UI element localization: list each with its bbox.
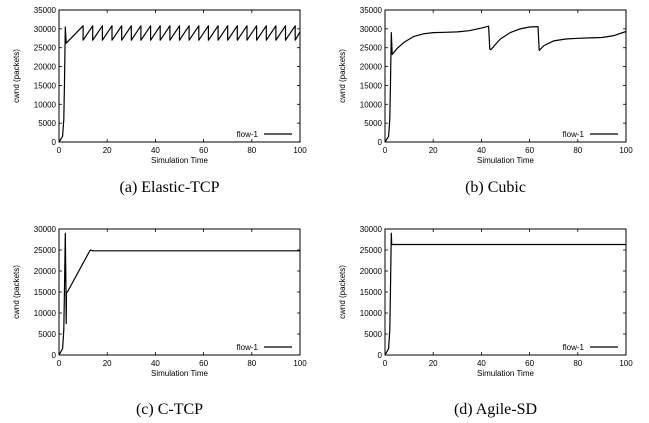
x-tick-label: 20: [429, 359, 438, 368]
x-axis-label: Simulation Time: [477, 369, 534, 378]
y-tick-label: 20000: [34, 63, 57, 72]
x-tick-label: 40: [151, 359, 160, 368]
x-axis-label: Simulation Time: [477, 156, 534, 165]
y-tick-label: 25000: [360, 44, 383, 53]
y-tick-label: 5000: [38, 330, 56, 339]
y-tick-label: 0: [52, 351, 57, 360]
x-axis-label: Simulation Time: [151, 369, 208, 378]
x-tick-label: 20: [103, 359, 112, 368]
plot-frame: [384, 9, 627, 143]
x-tick-label: 40: [477, 146, 486, 155]
x-tick-label: 60: [525, 146, 534, 155]
x-tick-label: 80: [573, 359, 582, 368]
chart-caption: (b) Cubic: [465, 179, 526, 196]
y-tick-label: 10000: [34, 100, 57, 109]
x-tick-label: 100: [293, 359, 307, 368]
y-tick-label: 30000: [360, 25, 383, 34]
x-tick-label: 0: [57, 359, 62, 368]
y-axis-label: cwnd (packets): [338, 49, 347, 103]
legend-label: flow-1: [237, 343, 259, 352]
y-tick-label: 10000: [360, 309, 383, 318]
y-tick-label: 15000: [360, 288, 383, 297]
chart-panel-2: 0 20 40 60 80 100 0 5000 10000 15000 20000 25000 300…: [338, 6, 633, 196]
y-tick-label: 15000: [360, 81, 383, 90]
x-tick-label: 20: [429, 146, 438, 155]
x-tick-label: 60: [199, 359, 208, 368]
y-tick-label: 30000: [34, 25, 57, 34]
y-tick-label: 30000: [360, 225, 383, 234]
y-tick-label: 30000: [34, 225, 57, 234]
chart-panel-3: 0 20 40 60 80 100 0 5000 10000 15000 20000 25000 300…: [12, 225, 307, 418]
plot-frame: [58, 9, 301, 143]
series-line-flow-1: [58, 232, 300, 356]
x-axis-label: Simulation Time: [151, 156, 208, 165]
y-tick-label: 20000: [360, 63, 383, 72]
y-axis-label: cwnd (packets): [338, 265, 347, 319]
chart-caption: (a) Elastic-TCP: [120, 179, 220, 196]
x-tick-label: 60: [199, 146, 208, 155]
x-tick-label: 60: [525, 359, 534, 368]
chart-caption: (d) Agile-SD: [454, 401, 537, 418]
y-tick-label: 20000: [360, 267, 383, 276]
y-tick-label: 15000: [34, 81, 57, 90]
chart-panel-1: 0 20 40 60 80 100 0 5000 10000 15000 20000 25000 300…: [12, 6, 307, 196]
y-tick-label: 5000: [364, 119, 382, 128]
y-tick-label: 35000: [360, 6, 383, 15]
y-axis-label: cwnd (packets): [12, 265, 21, 319]
legend-label: flow-1: [237, 130, 259, 139]
y-tick-label: 5000: [38, 119, 56, 128]
y-tick-label: 20000: [34, 267, 57, 276]
y-tick-label: 0: [52, 138, 57, 147]
plot-frame: [58, 228, 301, 356]
y-tick-label: 10000: [34, 309, 57, 318]
y-tick-label: 25000: [34, 44, 57, 53]
x-tick-label: 100: [619, 146, 633, 155]
x-tick-label: 20: [103, 146, 112, 155]
legend-label: flow-1: [563, 343, 585, 352]
y-tick-label: 15000: [34, 288, 57, 297]
series-line-flow-1: [58, 25, 301, 143]
y-tick-label: 0: [378, 351, 383, 360]
x-tick-label: 0: [57, 146, 62, 155]
legend-label: flow-1: [563, 130, 585, 139]
x-tick-label: 80: [247, 146, 256, 155]
y-tick-label: 25000: [34, 246, 57, 255]
chart-panel-4: 0 20 40 60 80 100 0 5000 10000 15000 20000 25000 300…: [338, 225, 633, 418]
y-tick-label: 35000: [34, 6, 57, 15]
y-tick-label: 25000: [360, 246, 383, 255]
series-line-flow-1: [384, 232, 626, 356]
y-tick-label: 5000: [364, 330, 382, 339]
chart-caption: (c) C-TCP: [136, 401, 203, 418]
x-tick-label: 100: [619, 359, 633, 368]
x-tick-label: 0: [383, 359, 388, 368]
x-tick-label: 80: [573, 146, 582, 155]
series-line-flow-1: [384, 25, 627, 143]
x-tick-label: 80: [247, 359, 256, 368]
x-tick-label: 0: [383, 146, 388, 155]
y-tick-label: 0: [378, 138, 383, 147]
plot-frame: [384, 228, 627, 356]
x-tick-label: 100: [293, 146, 307, 155]
x-tick-label: 40: [151, 146, 160, 155]
y-axis-label: cwnd (packets): [12, 49, 21, 103]
x-tick-label: 40: [477, 359, 486, 368]
y-tick-label: 10000: [360, 100, 383, 109]
